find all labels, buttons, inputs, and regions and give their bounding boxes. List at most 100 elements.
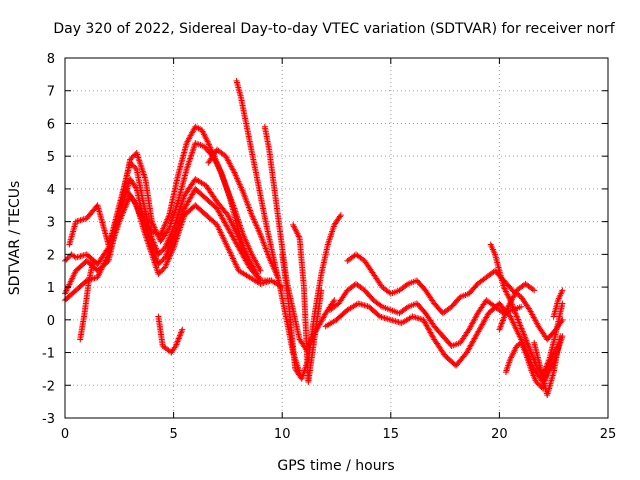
data-point — [330, 298, 337, 305]
data-point — [544, 360, 551, 367]
data-series — [62, 77, 566, 399]
data-point — [153, 256, 160, 263]
data-point — [177, 331, 184, 338]
data-point — [502, 288, 509, 295]
chart-title: Day 320 of 2022, Sidereal Day-to-day VTE… — [53, 21, 615, 37]
data-point — [176, 332, 183, 339]
x-axis-label: GPS time / hours — [277, 458, 394, 474]
data-point — [104, 246, 111, 253]
data-point — [514, 316, 521, 323]
y-tick-label: 7 — [47, 85, 55, 100]
data-point — [155, 251, 162, 258]
data-point — [166, 348, 173, 355]
series-track-5 — [122, 123, 264, 274]
data-point — [295, 233, 302, 240]
series-track-4 — [66, 140, 251, 264]
data-point — [268, 277, 275, 284]
y-tick-label: 1 — [47, 281, 55, 296]
data-point — [189, 147, 196, 154]
data-point — [158, 248, 165, 255]
data-point — [403, 304, 410, 311]
data-point — [507, 354, 514, 361]
data-point — [159, 257, 166, 264]
data-point — [523, 337, 530, 344]
data-point — [559, 287, 566, 294]
data-point — [511, 307, 518, 314]
data-point — [183, 166, 190, 173]
data-point — [526, 346, 533, 353]
data-point — [530, 355, 537, 362]
data-point — [135, 156, 142, 163]
data-point — [185, 161, 192, 168]
data-point — [190, 146, 197, 153]
data-point — [516, 319, 523, 326]
data-point — [136, 157, 143, 164]
data-point — [187, 153, 194, 160]
data-point — [133, 149, 140, 156]
data-point — [203, 135, 210, 142]
data-point — [523, 338, 530, 345]
y-tick-label: -1 — [42, 347, 55, 362]
data-point — [153, 255, 160, 262]
data-point — [522, 335, 529, 342]
y-tick-label: -2 — [42, 379, 55, 394]
data-point — [230, 168, 237, 175]
data-point — [187, 155, 194, 162]
data-point — [202, 134, 209, 141]
data-point — [201, 132, 208, 139]
data-point — [178, 329, 185, 336]
data-point — [140, 169, 147, 176]
data-point — [511, 347, 518, 354]
data-point — [519, 328, 526, 335]
data-point — [186, 157, 193, 164]
x-tick-label: 25 — [600, 427, 617, 442]
data-point — [508, 353, 515, 360]
data-point — [190, 144, 197, 151]
data-point — [189, 149, 196, 156]
data-point — [526, 344, 533, 351]
data-point — [515, 318, 522, 325]
series-track-9 — [155, 313, 186, 356]
data-point — [528, 350, 535, 357]
y-tick-label: -3 — [42, 412, 55, 427]
series-track-19 — [496, 280, 538, 333]
data-point — [516, 320, 523, 327]
data-point — [173, 340, 180, 347]
x-tick-label: 20 — [491, 427, 508, 442]
y-tick-label: 5 — [47, 150, 55, 165]
data-point — [530, 356, 537, 363]
x-tick-label: 0 — [61, 427, 69, 442]
data-point — [529, 352, 536, 359]
data-point — [318, 287, 325, 294]
data-point — [502, 287, 509, 293]
data-point — [158, 268, 165, 275]
axis-ticks: 0 5 10 15 20 25 -3 -2 -1 0 1 2 3 4 5 6 7 8 — [42, 52, 616, 442]
series-track-15 — [344, 251, 566, 343]
data-point — [543, 363, 550, 370]
data-point — [152, 243, 159, 250]
data-point — [533, 379, 540, 385]
y-tick-label: 6 — [47, 117, 55, 132]
data-point — [525, 343, 532, 350]
data-point — [509, 351, 516, 358]
data-point — [199, 128, 206, 135]
data-point — [178, 328, 185, 335]
plot-frame — [64, 57, 609, 419]
data-point — [513, 312, 520, 319]
data-point — [529, 286, 536, 293]
data-point — [156, 269, 163, 276]
data-point — [179, 326, 186, 333]
data-point — [512, 310, 519, 317]
data-point — [156, 250, 163, 257]
data-point — [518, 325, 525, 332]
data-point — [256, 276, 263, 283]
data-point — [90, 257, 97, 264]
data-point — [159, 247, 166, 254]
data-point — [257, 267, 264, 274]
data-point — [512, 345, 519, 352]
data-point — [336, 213, 343, 220]
data-point — [201, 131, 208, 138]
data-point — [128, 155, 135, 162]
data-point — [139, 168, 146, 175]
